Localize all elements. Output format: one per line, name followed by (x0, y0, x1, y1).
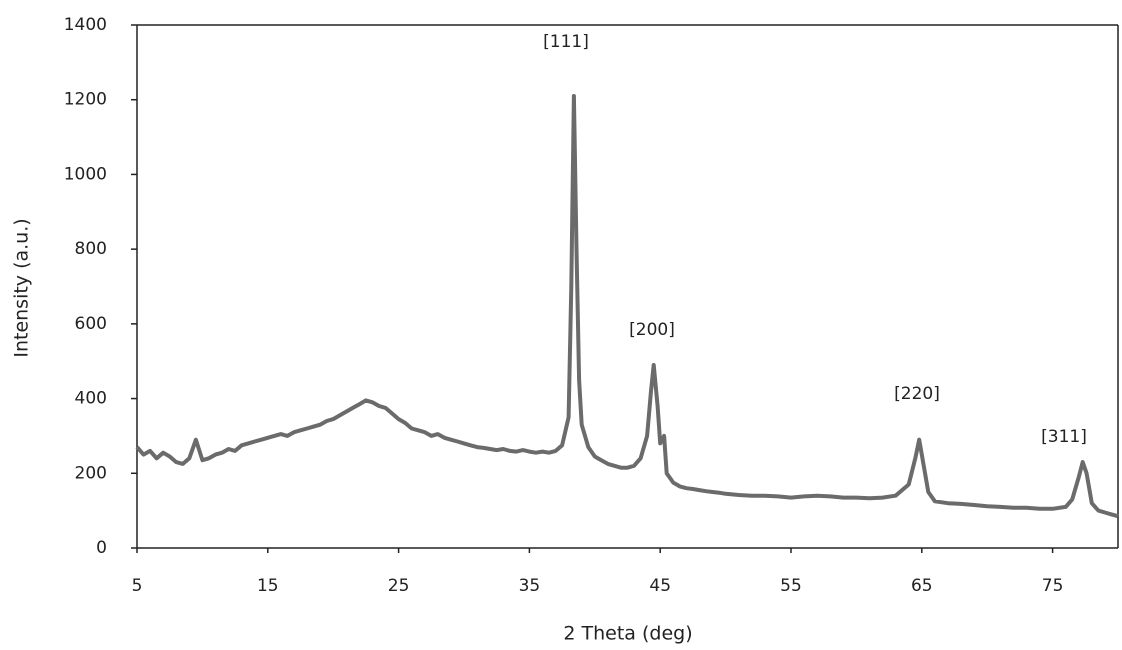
y-tick-label: 1400 (64, 15, 107, 35)
x-tick-label: 45 (649, 576, 671, 596)
x-tick-label: 15 (257, 576, 279, 596)
x-tick-label: 35 (519, 576, 541, 596)
x-axis-title: 2 Theta (deg) (563, 623, 692, 645)
y-tick-label: 1200 (64, 90, 107, 110)
y-tick-label: 800 (75, 239, 107, 259)
x-tick-label: 75 (1042, 576, 1064, 596)
peak-label: [200] (629, 320, 675, 340)
y-tick-label: 1000 (64, 164, 107, 184)
x-tick-label: 65 (911, 576, 933, 596)
x-tick-label: 5 (132, 576, 143, 596)
data-line (135, 94, 1119, 519)
y-axis-title: Intensity (a.u.) (11, 218, 33, 357)
x-tick-label: 25 (388, 576, 410, 596)
y-tick-label: 200 (75, 463, 107, 483)
peak-label: [311] (1041, 427, 1087, 447)
y-tick-label: 0 (96, 538, 107, 558)
peak-label: [111] (543, 32, 589, 52)
peak-label: [220] (894, 384, 940, 404)
y-tick-label: 400 (75, 389, 107, 409)
x-tick-label: 55 (780, 576, 802, 596)
y-tick-label: 600 (75, 314, 107, 334)
